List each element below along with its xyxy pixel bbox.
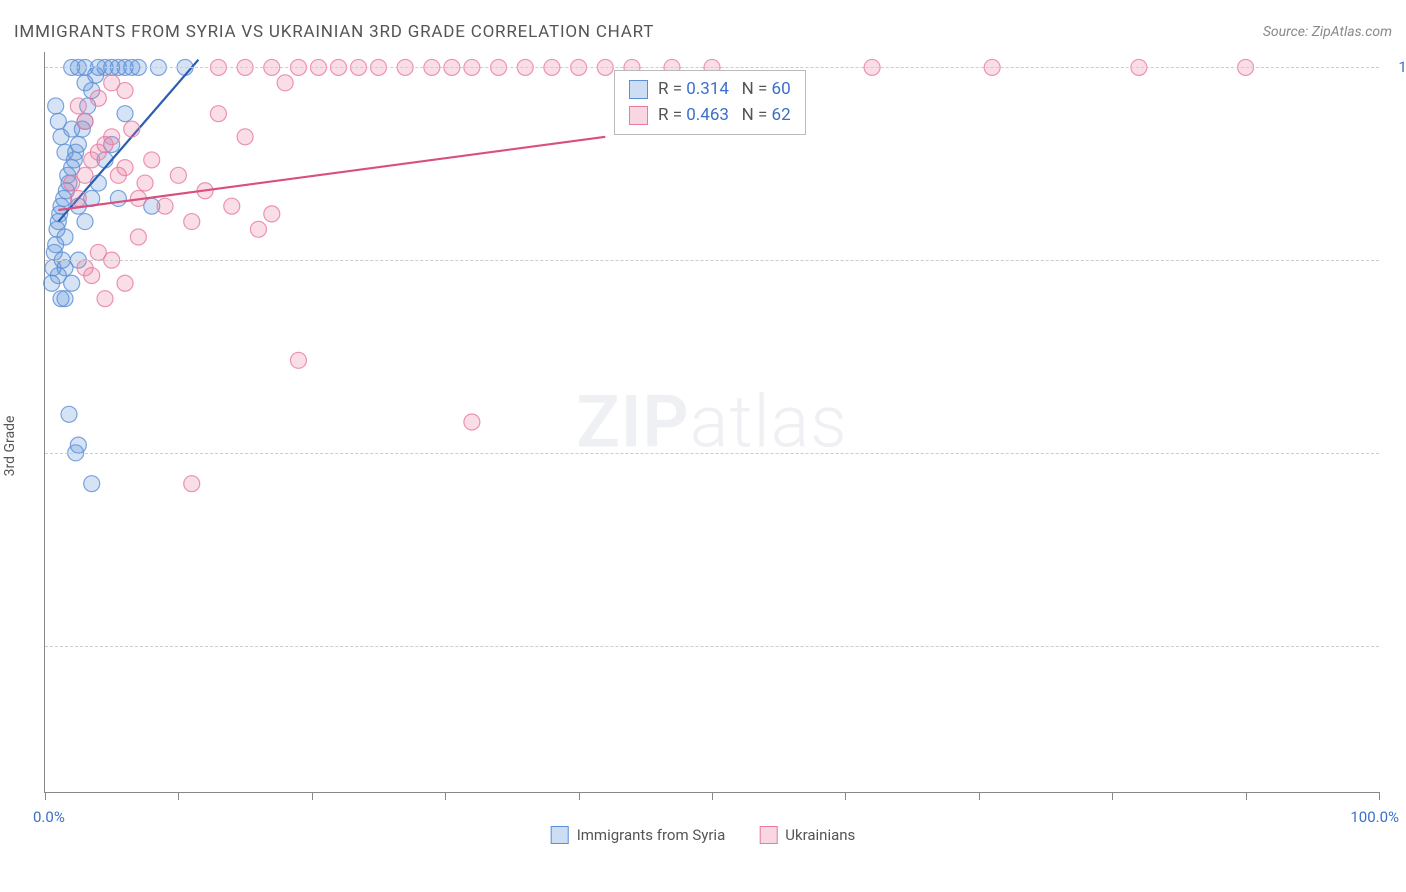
data-point: [104, 129, 120, 145]
data-point: [84, 268, 100, 284]
x-axis-max-label: 100.0%: [1350, 808, 1399, 826]
data-point: [264, 206, 280, 222]
x-tick: [979, 792, 980, 800]
stats-row: R = 0.314 N = 60: [629, 77, 791, 103]
scatter-chart: [45, 52, 1379, 792]
data-point: [53, 291, 69, 307]
data-point: [124, 121, 140, 137]
data-point: [77, 167, 93, 183]
x-tick: [45, 792, 46, 800]
legend-swatch: [759, 826, 777, 844]
data-point: [224, 198, 240, 214]
legend-item: Ukrainians: [759, 826, 855, 844]
gridline: [45, 260, 1379, 261]
data-point: [184, 476, 200, 492]
x-axis-min-label: 0.0%: [33, 808, 65, 826]
data-point: [157, 198, 173, 214]
stats-text: R = 0.314 N = 60: [658, 77, 791, 103]
data-point: [117, 160, 133, 176]
data-point: [57, 260, 73, 276]
y-tick-label: 92.5%: [1387, 637, 1406, 655]
legend: Immigrants from Syria Ukrainians: [551, 826, 856, 844]
x-tick: [1379, 792, 1380, 800]
data-point: [110, 190, 126, 206]
y-tick-label: 100.0%: [1387, 58, 1406, 76]
gridline: [45, 646, 1379, 647]
data-point: [144, 152, 160, 168]
data-point: [237, 129, 253, 145]
x-tick: [1112, 792, 1113, 800]
data-point: [57, 229, 73, 245]
data-point: [77, 113, 93, 129]
data-point: [130, 229, 146, 245]
title-bar: IMMIGRANTS FROM SYRIA VS UKRAINIAN 3RD G…: [14, 22, 1392, 42]
source-label: Source: ZipAtlas.com: [1263, 24, 1392, 40]
data-point: [277, 75, 293, 91]
data-point: [48, 98, 64, 114]
x-tick: [845, 792, 846, 800]
data-point: [66, 152, 82, 168]
data-point: [464, 414, 480, 430]
gridline: [45, 453, 1379, 454]
gridline: [45, 67, 1379, 68]
data-point: [77, 75, 93, 91]
y-axis-label: 3rd Grade: [2, 416, 18, 477]
correlation-stats-box: R = 0.314 N = 60R = 0.463 N = 62: [614, 70, 806, 135]
data-point: [170, 167, 186, 183]
x-tick: [445, 792, 446, 800]
data-point: [117, 275, 133, 291]
x-tick: [579, 792, 580, 800]
data-point: [250, 221, 266, 237]
legend-swatch: [551, 826, 569, 844]
data-point: [64, 275, 80, 291]
x-tick: [178, 792, 179, 800]
data-point: [137, 175, 153, 191]
data-point: [184, 214, 200, 230]
data-point: [97, 291, 113, 307]
data-point: [70, 190, 86, 206]
y-tick-label: 97.5%: [1387, 251, 1406, 269]
data-point: [90, 90, 106, 106]
data-point: [61, 406, 77, 422]
legend-item: Immigrants from Syria: [551, 826, 726, 844]
stats-row: R = 0.463 N = 62: [629, 103, 791, 129]
data-point: [210, 106, 226, 122]
data-point: [70, 98, 86, 114]
data-point: [290, 352, 306, 368]
data-point: [70, 437, 86, 453]
data-point: [77, 214, 93, 230]
data-point: [84, 476, 100, 492]
data-point: [117, 83, 133, 99]
x-tick: [1246, 792, 1247, 800]
chart-title: IMMIGRANTS FROM SYRIA VS UKRAINIAN 3RD G…: [14, 22, 654, 42]
legend-label: Immigrants from Syria: [577, 826, 726, 844]
y-tick-label: 95.0%: [1387, 444, 1406, 462]
series-swatch: [629, 80, 648, 99]
x-tick: [312, 792, 313, 800]
legend-label: Ukrainians: [785, 826, 855, 844]
plot-area: ZIPatlas 0.0% 100.0% R = 0.314 N = 60R =…: [44, 52, 1379, 793]
regression-line: [58, 137, 605, 210]
series-swatch: [629, 106, 648, 125]
stats-text: R = 0.463 N = 62: [658, 103, 791, 129]
x-tick: [712, 792, 713, 800]
data-point: [117, 106, 133, 122]
